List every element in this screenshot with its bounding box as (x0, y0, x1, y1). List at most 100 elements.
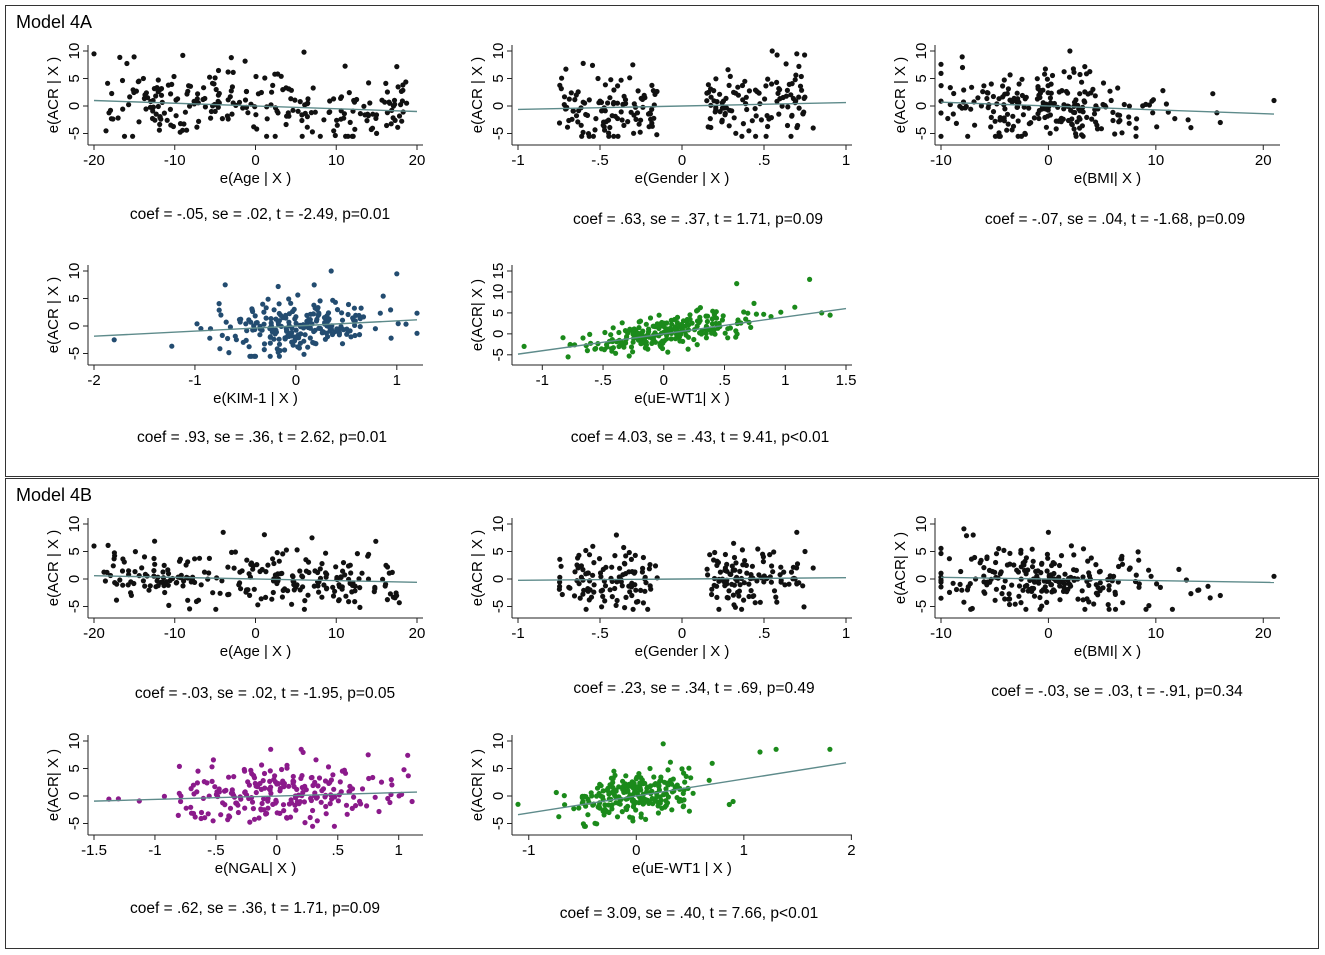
data-point (704, 98, 710, 104)
data-point (388, 777, 394, 783)
data-point (800, 583, 806, 589)
data-point (1058, 119, 1064, 125)
data-point (194, 124, 200, 130)
data-point (658, 777, 664, 783)
data-point (255, 602, 261, 608)
y-axis-title: e(ACR | X ) (45, 530, 62, 606)
data-point (267, 778, 273, 785)
data-point (715, 559, 722, 566)
data-point (795, 122, 801, 129)
data-point (1084, 114, 1090, 120)
data-point (228, 55, 234, 61)
data-point (251, 816, 258, 822)
data-point (384, 597, 390, 603)
data-point (585, 570, 591, 576)
regression-stats: coef = .23, se = .34, t = .69, p=0.49 (573, 680, 814, 697)
data-point (977, 560, 983, 566)
data-point (327, 98, 333, 104)
data-point (335, 798, 341, 804)
data-point (396, 793, 402, 799)
data-point (730, 592, 737, 598)
data-point (299, 573, 305, 579)
data-point (307, 335, 313, 341)
data-point (391, 97, 398, 103)
x-tick-label: 10 (1147, 625, 1164, 642)
data-point (151, 555, 157, 562)
data-point (621, 544, 627, 551)
data-point (220, 529, 226, 535)
data-point (1126, 103, 1132, 109)
data-point (268, 790, 274, 796)
data-point (366, 775, 372, 782)
data-point (131, 54, 137, 60)
data-point (1061, 69, 1067, 75)
data-point (739, 82, 746, 89)
data-point (584, 348, 591, 354)
data-point (185, 88, 191, 94)
data-point (1169, 606, 1175, 612)
data-point (212, 108, 218, 114)
data-point (1058, 553, 1065, 559)
data-point (650, 323, 656, 329)
data-point (1007, 97, 1013, 103)
data-point (198, 809, 205, 816)
data-point (196, 118, 202, 124)
data-point (623, 773, 629, 779)
data-point (686, 765, 692, 771)
data-point (665, 794, 672, 800)
data-point (1037, 90, 1043, 96)
data-point (724, 594, 730, 601)
data-point (315, 783, 321, 789)
regression-stats: coef = 3.09, se = .40, t = 7.66, p<0.01 (560, 905, 819, 922)
data-point (295, 108, 301, 114)
data-point (1002, 596, 1008, 602)
data-point (330, 593, 337, 599)
data-point (288, 300, 294, 306)
data-point (567, 341, 573, 348)
data-point (272, 331, 278, 337)
data-point (1071, 126, 1077, 132)
data-point (709, 760, 715, 766)
data-point (1107, 88, 1113, 94)
data-point (760, 559, 767, 565)
chart-a2: -1 -.5 0 .5 1 -5 0 5 10 e(Gender | X ) e(ACR | X )… (469, 43, 852, 228)
data-point (1116, 563, 1122, 570)
chart-a1: -20 -10 0 10 20 -5 0 5 10 e(Age | X ) e(ACR | X ) c… (45, 43, 425, 223)
data-point (768, 579, 775, 585)
data-point (298, 331, 304, 337)
data-point (192, 814, 198, 820)
data-point (621, 344, 627, 350)
data-point (208, 108, 214, 115)
data-point (270, 556, 276, 562)
data-point (801, 109, 807, 115)
data-point (984, 582, 990, 588)
data-point (722, 330, 728, 336)
data-point (704, 318, 711, 325)
data-point (783, 61, 789, 67)
data-point (209, 778, 215, 785)
data-point (352, 588, 358, 594)
y-tick-label: 0 (66, 322, 83, 330)
data-point (643, 342, 650, 348)
data-point (577, 595, 583, 601)
data-point (275, 349, 281, 355)
data-point (288, 96, 294, 102)
data-point (740, 562, 746, 568)
data-point (614, 579, 620, 585)
data-point (405, 773, 411, 779)
data-point (716, 606, 722, 612)
y-tick-label: -5 (490, 348, 507, 361)
data-point (592, 127, 598, 133)
data-point (139, 565, 145, 571)
regression-stats: coef = .63, se = .37, t = 1.71, p=0.09 (573, 211, 823, 228)
data-point (602, 583, 609, 589)
data-point (992, 133, 999, 139)
data-point (389, 782, 395, 788)
data-point (767, 552, 773, 558)
x-axis-title: e(uE-WT1| X ) (634, 390, 730, 407)
data-point (992, 118, 998, 124)
data-point (801, 604, 807, 610)
data-point (313, 318, 320, 324)
data-point (1069, 122, 1075, 128)
data-point (958, 568, 964, 575)
